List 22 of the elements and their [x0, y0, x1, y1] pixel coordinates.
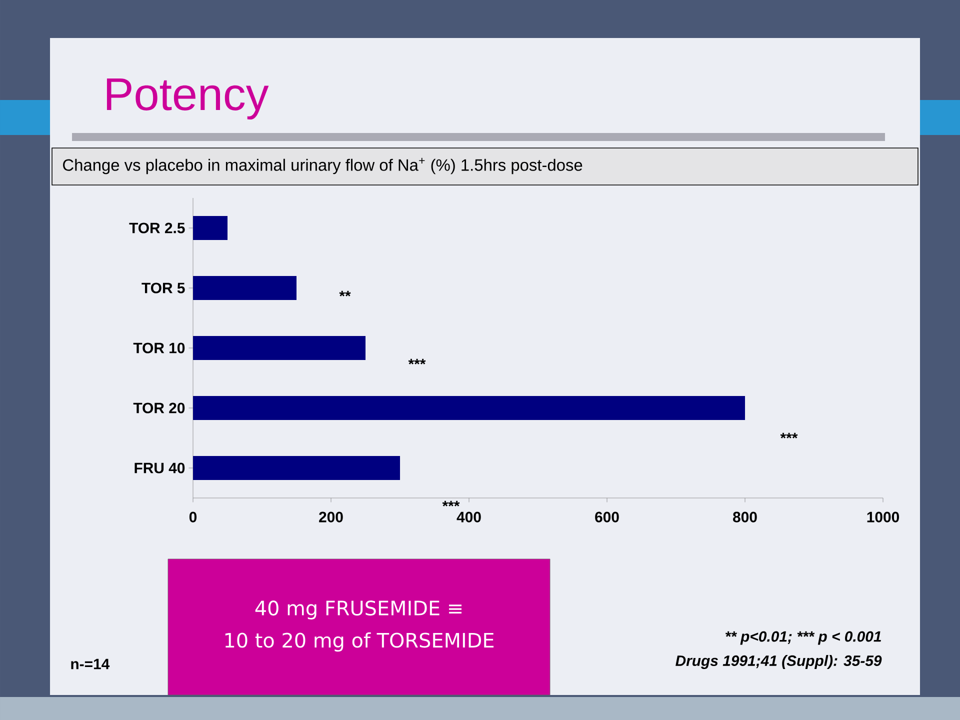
text: 40 mg FRUSEMIDE ≡ [255, 600, 462, 620]
y-tick-label: TOR 10 [133, 342, 185, 354]
text: 10 to 20 mg of TORSEMIDE [225, 632, 494, 652]
chart-subtitle: Change vs placebo in maximal urinary flow of Na$^{+}$ (%) 1.5hrs post-dose [63, 158, 582, 174]
text: *** [442, 500, 460, 506]
x-tick-label: 400 [456, 512, 481, 522]
x-tick-label: 200 [319, 512, 343, 522]
annotation: *** [780, 432, 798, 438]
text: n-=14 [71, 658, 110, 670]
text: Drugs 1991;41 (Suppl): 35-59 [676, 655, 882, 669]
y-tick-label: TOR 2.5 [129, 222, 185, 234]
y-tick-label: TOR 5 [142, 282, 185, 294]
x-tick-label: 0 [189, 512, 197, 522]
y-tick-label: FRU 40 [134, 462, 185, 474]
annotation: *** [408, 358, 426, 364]
x-tick-label: 1000 [867, 512, 900, 522]
chart-title: Potency [106, 78, 269, 120]
y-tick-label: TOR 20 [133, 402, 185, 414]
annotation: ** [339, 290, 351, 296]
x-tick-label: 800 [733, 512, 757, 522]
x-tick-label: 600 [595, 512, 619, 522]
text: ** p<0.01; *** p < 0.001 [725, 631, 881, 645]
